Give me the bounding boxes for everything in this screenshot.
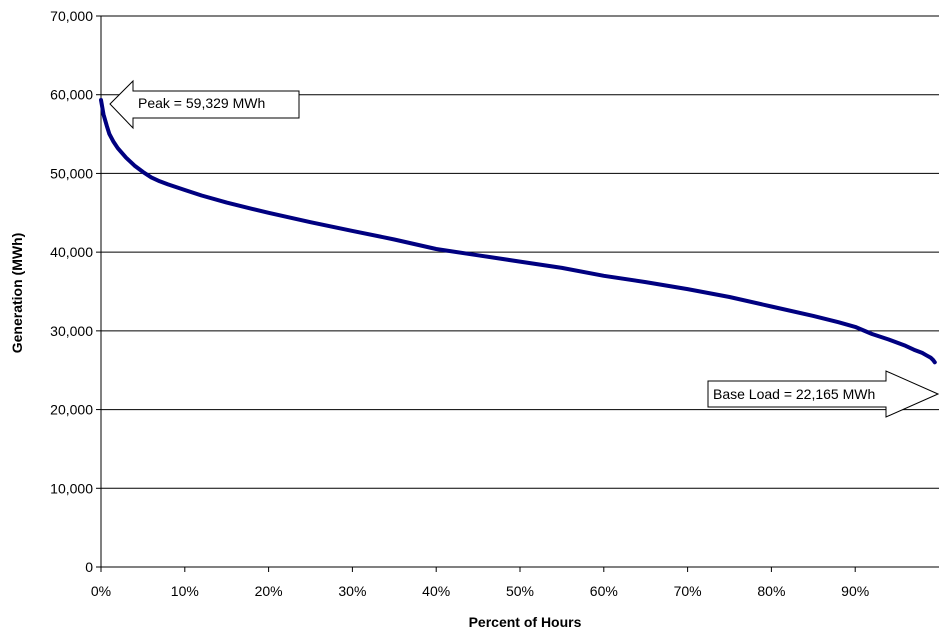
x-tick-labels: 0% 10% 20% 30% 40% 50% 60% 70% 80% 90% <box>91 583 869 599</box>
x-tick-label: 70% <box>674 583 702 599</box>
y-axis-title: Generation (MWh) <box>9 233 25 354</box>
x-tick-label: 80% <box>757 583 785 599</box>
y-tick-label: 0 <box>85 559 93 575</box>
x-tick-label: 0% <box>91 583 111 599</box>
x-tick-label: 60% <box>590 583 618 599</box>
y-tick-label: 70,000 <box>50 8 93 24</box>
base-load-label: Base Load = 22,165 MWh <box>713 386 875 402</box>
y-tick-labels: 0 10,000 20,000 30,000 40,000 50,000 60,000 70,… <box>50 8 93 575</box>
base-load-arrow-shape <box>707 370 939 418</box>
x-tick-label: 20% <box>255 583 283 599</box>
x-tick-label: 50% <box>506 583 534 599</box>
y-tick-label: 20,000 <box>50 402 93 418</box>
grid-lines <box>101 15 939 489</box>
peak-callout: Peak = 59,329 MWh <box>109 79 300 130</box>
peak-label: Peak = 59,329 MWh <box>138 95 265 111</box>
x-tick-label: 10% <box>171 583 199 599</box>
base-load-callout: Base Load = 22,165 MWh <box>707 370 939 418</box>
x-tick-label: 40% <box>422 583 450 599</box>
x-tick-label: 30% <box>338 583 366 599</box>
x-axis-title: Percent of Hours <box>469 614 582 630</box>
y-tick-label: 50,000 <box>50 165 93 181</box>
y-tick-label: 40,000 <box>50 244 93 260</box>
series-layer <box>99 98 937 365</box>
y-tick-label: 30,000 <box>50 323 93 339</box>
y-tick-label: 10,000 <box>50 480 93 496</box>
x-tick-label: 90% <box>841 583 869 599</box>
y-tick-label: 60,000 <box>50 87 93 103</box>
series-line <box>99 98 937 365</box>
peak-arrow-shape <box>109 79 300 130</box>
